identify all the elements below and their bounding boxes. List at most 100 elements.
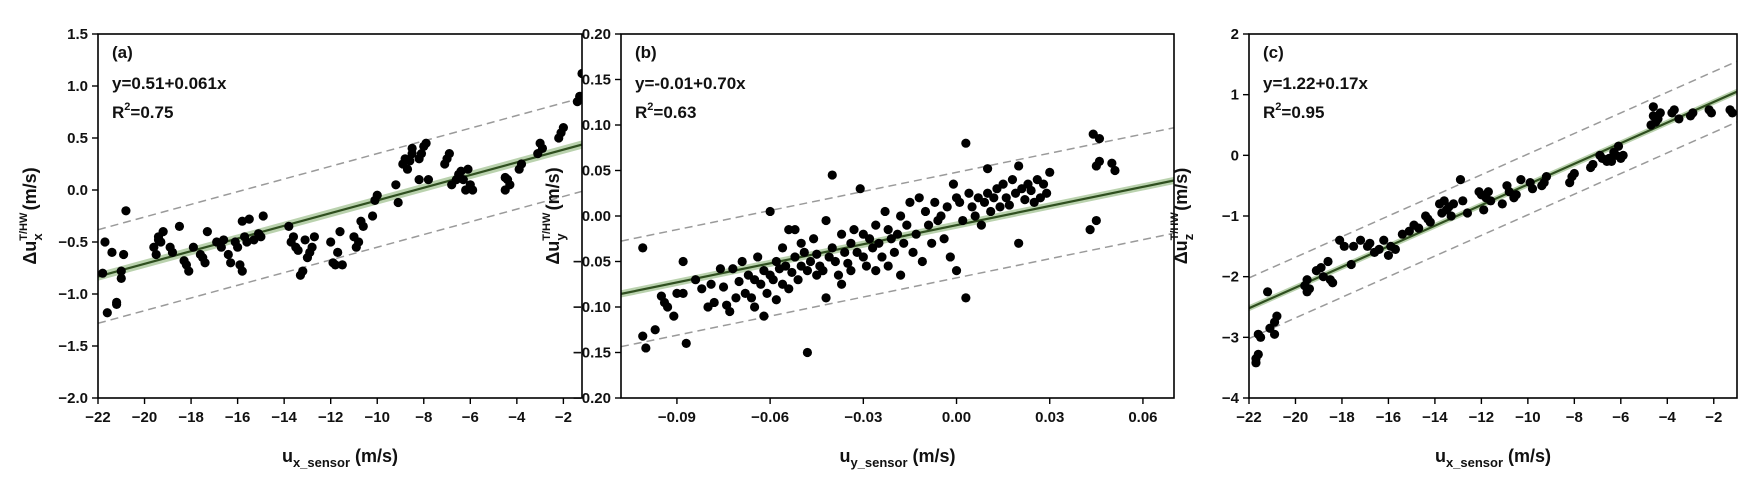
data-point <box>1516 175 1526 185</box>
data-point <box>982 164 993 174</box>
data-point <box>877 252 887 262</box>
data-point <box>955 197 965 207</box>
data-point <box>765 206 775 217</box>
y-tick-label: −0.5 <box>58 234 88 251</box>
data-point <box>638 331 648 341</box>
data-point <box>836 279 847 289</box>
data-point <box>818 266 828 276</box>
data-point <box>871 220 881 230</box>
data-point <box>942 202 952 212</box>
y-tick-label: 2 <box>1231 26 1239 43</box>
data-point <box>784 284 794 294</box>
data-point <box>423 175 434 185</box>
data-point <box>690 275 701 285</box>
data-point <box>516 159 527 169</box>
data-point <box>1348 241 1359 251</box>
x-tick-label: −10 <box>1515 409 1540 426</box>
y-tick-label: 1.0 <box>67 78 88 95</box>
data-point <box>1316 262 1326 273</box>
data-point <box>116 266 126 276</box>
data-point <box>762 288 772 298</box>
data-point <box>976 220 986 230</box>
data-point <box>1323 256 1333 267</box>
data-point <box>1014 238 1024 248</box>
data-point <box>923 220 934 230</box>
data-point <box>759 311 769 321</box>
axes-frame <box>97 33 583 399</box>
data-point <box>1379 235 1389 245</box>
x-tick-label: −2 <box>555 409 572 426</box>
data-point <box>116 273 126 283</box>
data-point <box>787 267 797 278</box>
plot-area <box>621 126 1174 358</box>
y-tick-label: 0.0 <box>67 182 88 199</box>
data-point <box>1020 195 1030 205</box>
y-tick-label: −1.0 <box>58 286 88 303</box>
y-tick-label: −1.5 <box>58 338 88 355</box>
fit-line <box>98 143 582 278</box>
data-point <box>1045 167 1055 177</box>
data-point <box>335 227 345 237</box>
data-point <box>827 170 837 180</box>
data-point <box>1042 188 1052 198</box>
data-point <box>1085 225 1095 235</box>
data-point <box>892 229 903 239</box>
data-point <box>293 245 303 255</box>
x-tick-label: −0.06 <box>751 409 789 426</box>
data-point <box>874 238 884 248</box>
data-point <box>799 247 809 257</box>
data-point <box>821 293 831 303</box>
data-point <box>463 164 473 174</box>
data-point <box>650 325 660 335</box>
data-point <box>1446 211 1456 221</box>
data-point <box>367 211 378 221</box>
y-tick-label: 1.5 <box>67 26 88 43</box>
regression-equation: y=-0.01+0.70x <box>635 74 746 93</box>
r-squared: R2=0.63 <box>635 101 696 122</box>
y-tick-label: 1 <box>1231 87 1239 104</box>
x-tick-label: −18 <box>178 409 203 426</box>
data-point <box>100 237 110 247</box>
data-point <box>939 234 949 244</box>
y-axis-label: ΔuT/HWy (m/s) <box>541 167 568 264</box>
data-point <box>812 249 822 259</box>
data-point <box>288 232 299 242</box>
plot-area <box>98 68 582 325</box>
data-point <box>354 237 364 247</box>
r-squared: R2=0.75 <box>112 101 173 122</box>
x-tick-label: −0.09 <box>658 409 696 426</box>
x-tick-label: −0.03 <box>844 409 882 426</box>
regression-equation: y=0.51+0.061x <box>112 74 227 93</box>
data-point <box>911 229 921 239</box>
data-point <box>889 247 899 257</box>
data-point <box>1318 272 1328 282</box>
data-point <box>121 206 131 216</box>
data-point <box>843 258 853 268</box>
data-point <box>728 264 738 274</box>
y-tick-label: 0.5 <box>67 130 88 147</box>
data-point <box>899 238 909 248</box>
data-point <box>802 347 813 358</box>
data-point <box>855 184 865 194</box>
data-point <box>1397 229 1407 239</box>
data-point <box>861 261 872 271</box>
data-point <box>1483 187 1493 197</box>
data-point <box>777 243 788 253</box>
data-point <box>641 343 651 353</box>
data-point <box>746 293 757 303</box>
data-point <box>737 256 747 267</box>
data-point <box>307 242 317 252</box>
upper-prediction-line <box>621 126 1174 242</box>
data-point <box>1094 156 1105 166</box>
y-tick-label: −0.15 <box>573 345 611 362</box>
data-point <box>1613 141 1624 151</box>
data-point <box>1004 200 1014 210</box>
data-point <box>1007 175 1018 185</box>
data-point <box>1669 105 1679 115</box>
x-tick-label: 0.06 <box>1128 409 1157 426</box>
data-point <box>216 242 226 252</box>
x-axis-label: ux_sensor (m/s) <box>282 446 398 470</box>
data-point <box>833 270 844 280</box>
data-point <box>936 211 946 221</box>
panel-label: (b) <box>635 43 657 62</box>
